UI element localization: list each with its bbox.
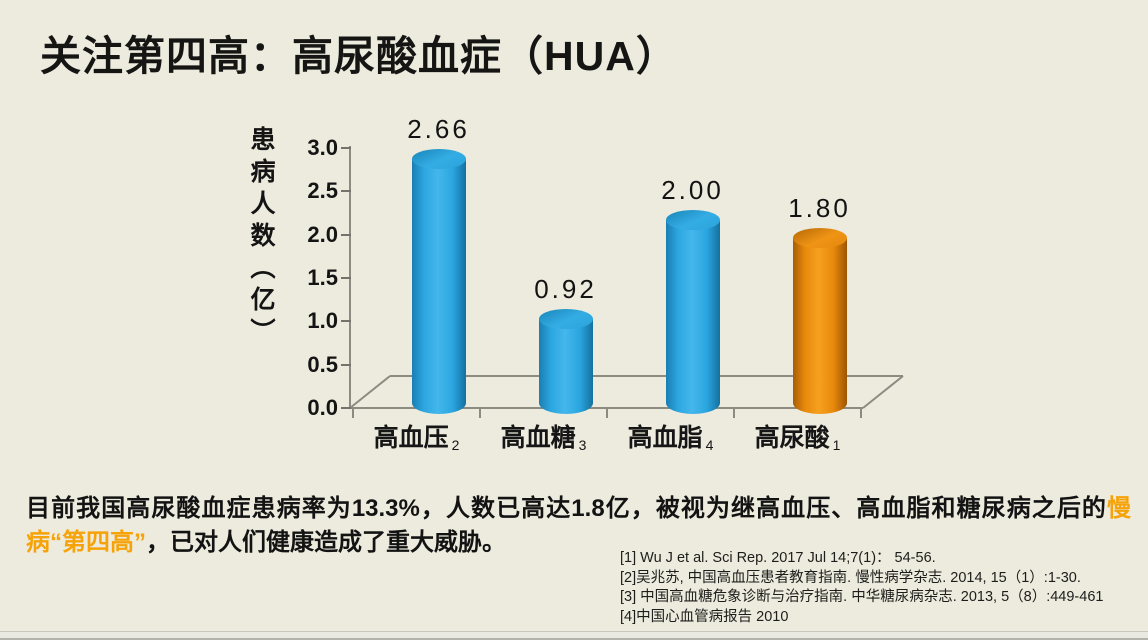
category-reference-mark: 2 xyxy=(451,437,460,453)
category-name: 高血糖 xyxy=(500,424,576,452)
y-tick-mark xyxy=(341,190,351,193)
reference-item-4: [4]中国心血管病报告 2010 xyxy=(620,608,789,625)
bar-高尿酸 xyxy=(792,238,847,414)
y-tick-mark xyxy=(341,276,351,279)
x-category-label: 高尿酸 1 xyxy=(718,418,878,454)
y-tick-label: 0.5 xyxy=(307,351,338,377)
y-tick-label: 1.5 xyxy=(307,264,338,290)
y-tick-label: 2.0 xyxy=(307,221,338,247)
reference-item-1: [1] Wu J et al. Sci Rep. 2017 Jul 14;7(1… xyxy=(620,550,936,566)
category-reference-mark: 4 xyxy=(705,437,714,453)
x-tick-mark xyxy=(479,409,481,418)
bar-top-高血糖 xyxy=(538,309,593,330)
category-reference-mark: 3 xyxy=(578,437,587,453)
x-tick-mark xyxy=(606,409,608,418)
reference-item-3: [3] 中国高血糖危象诊断与治疗指南. 中华糖尿病杂志. 2013, 5（8）:… xyxy=(620,589,1104,605)
summary-text-before: 目前我国高尿酸血症患病率为13.3%，人数已高达1.8亿，被视为继高血压、高血脂… xyxy=(26,495,1107,522)
x-tick-mark xyxy=(352,409,354,418)
y-axis-title: 患病人数（亿） xyxy=(247,126,275,350)
bar-top-高尿酸 xyxy=(792,228,847,249)
window-bottom-edge xyxy=(0,631,1148,640)
bar-value-label: 0.92 xyxy=(534,274,597,305)
bar-chart: 患病人数（亿） 0.0 0.5 1.0 1.5 2.0 2.5 3.0 2.66 高血压 2 0.9… xyxy=(0,100,1148,470)
reference-list: [1] Wu J et al. Sci Rep. 2017 Jul 14;7(1… xyxy=(620,549,1103,627)
y-tick-label: 1.0 xyxy=(307,308,338,334)
reference-item-2: [2]吴兆苏, 中国高血压患者教育指南. 慢性病学杂志. 2014, 15（1）… xyxy=(620,569,1081,586)
category-reference-mark: 1 xyxy=(832,437,841,453)
bar-top-高血脂 xyxy=(665,210,720,230)
x-category-label: 高血糖 3 xyxy=(464,418,624,454)
x-tick-mark xyxy=(733,409,735,418)
bar-value-label: 1.80 xyxy=(788,193,851,224)
summary-text-after: ，已对人们健康造成了重大威胁。 xyxy=(146,529,506,556)
bar-top-高血压 xyxy=(411,149,466,170)
x-category-label: 高血脂 4 xyxy=(591,418,751,454)
bar-value-label: 2.66 xyxy=(407,114,470,145)
x-category-label: 高血压 2 xyxy=(337,418,497,454)
y-tick-label: 0.0 xyxy=(307,395,338,420)
y-tick-mark xyxy=(341,146,351,149)
slide-title: 关注第四高：高尿酸血症（HUA） xyxy=(40,33,678,79)
x-tick-mark xyxy=(860,409,862,418)
bar-高血脂 xyxy=(665,220,720,414)
y-tick-mark xyxy=(341,363,351,366)
category-name: 高血压 xyxy=(373,424,449,452)
category-name: 高尿酸 xyxy=(754,424,830,452)
y-tick-label: 3.0 xyxy=(307,134,338,160)
y-tick-mark xyxy=(341,233,351,236)
bar-高血压 xyxy=(411,159,466,414)
y-tick-mark xyxy=(341,320,351,323)
category-name: 高血脂 xyxy=(627,424,703,452)
bar-高血糖 xyxy=(538,319,593,414)
y-tick-mark xyxy=(341,407,351,409)
bar-value-label: 2.00 xyxy=(661,175,724,205)
summary-text-highlight: 慢病“第四高” xyxy=(26,495,1131,556)
y-tick-label: 2.5 xyxy=(307,178,338,204)
summary-paragraph: 目前我国高尿酸血症患病率为13.3%，人数已高达1.8亿，被视为继高血压、高血脂… xyxy=(26,492,1131,560)
